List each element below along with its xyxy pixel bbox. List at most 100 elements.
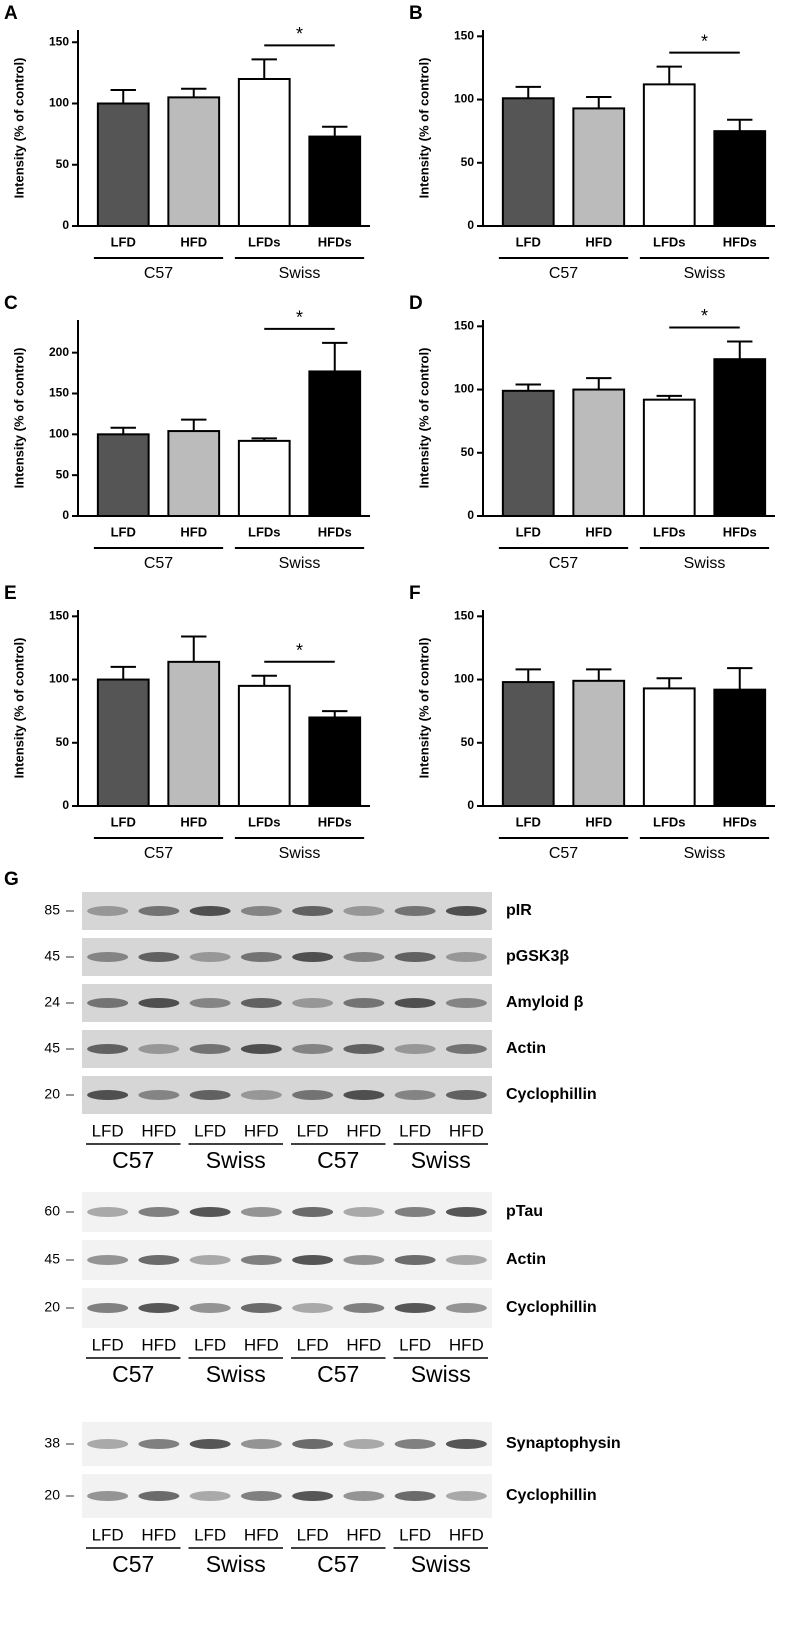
significance-label: * [701,306,708,326]
protein-label: pTau [506,1203,543,1220]
bar [572,107,626,227]
bar [237,78,291,227]
y-axis-label: Intensity (% of control) [416,638,431,779]
blot-band [292,906,334,916]
y-tick-label: 100 [49,427,69,441]
x-tick-label: HFDs [723,234,757,249]
blot-band [394,906,436,916]
y-tick-label: 0 [467,218,474,232]
panel-label: C [4,293,18,314]
blot-band [138,1090,180,1100]
blot-band [292,1255,334,1265]
bar [501,97,555,227]
protein-label: Synaptophysin [506,1435,621,1452]
blot-band [394,1044,436,1054]
lane-label: LFD [399,1121,431,1140]
blot-band [292,952,334,962]
bar [96,433,150,518]
blot-band [343,1439,385,1449]
blot-band [445,1207,487,1217]
blot-band [394,1491,436,1501]
x-tick-label: LFD [516,524,541,539]
blot-band [87,952,129,962]
lane-label: LFD [399,1335,431,1354]
blot-band [189,1439,231,1449]
bar [167,660,221,807]
y-tick-label: 0 [467,508,474,522]
protein-label: Actin [506,1040,546,1057]
panel-label: F [409,583,421,604]
lane-label: HFD [244,1335,279,1354]
lane-label: HFD [449,1121,484,1140]
group-label: Swiss [279,555,321,572]
blot-band [292,1303,334,1313]
lane-label: LFD [194,1525,226,1544]
marker-label: 45 [44,1251,60,1267]
group-label: Swiss [684,555,726,572]
marker-label: 85 [44,902,60,918]
blot-band [87,1439,129,1449]
x-tick-label: LFD [111,524,136,539]
x-tick-label: LFD [111,814,136,829]
group-label: C57 [317,1361,359,1387]
y-tick-label: 50 [56,157,70,171]
group-label: Swiss [279,845,321,862]
x-tick-label: HFDs [723,524,757,539]
lane-label: LFD [399,1525,431,1544]
blot-band [343,1303,385,1313]
blot-band [189,1090,231,1100]
y-tick-label: 100 [454,92,474,106]
blot-band [445,998,487,1008]
blot-band [138,952,180,962]
lane-label: LFD [92,1525,124,1544]
group-label: C57 [144,555,173,572]
blot-band [394,1439,436,1449]
bar [308,370,362,518]
y-tick-label: 0 [467,798,474,812]
blot-band [240,1439,282,1449]
group-label: C57 [144,845,173,862]
bar [167,96,221,227]
bar [237,439,291,517]
y-tick-label: 150 [49,34,69,48]
y-axis-label: Intensity (% of control) [11,638,26,779]
x-tick-label: LFD [516,234,541,249]
x-tick-label: HFDs [318,524,352,539]
blot-band [138,1303,180,1313]
protein-label: Cyclophillin [506,1299,597,1316]
group-label: Swiss [279,265,321,282]
y-tick-label: 0 [62,508,69,522]
blot-band [343,906,385,916]
lane-label: LFD [92,1121,124,1140]
y-tick-label: 200 [49,345,69,359]
x-tick-label: HFDs [723,814,757,829]
lane-label: HFD [141,1121,176,1140]
blot-band [394,1207,436,1217]
x-tick-label: HFDs [318,234,352,249]
blot-band [394,1255,436,1265]
y-tick-label: 50 [56,735,70,749]
bar [501,681,555,807]
x-tick-label: HFD [180,814,207,829]
y-tick-label: 150 [454,608,474,622]
blot-band [87,1044,129,1054]
blot-band [87,906,129,916]
significance-label: * [296,24,303,44]
bar [713,130,767,227]
protein-label: Cyclophillin [506,1086,597,1103]
group-label: Swiss [206,1551,266,1577]
x-tick-label: HFD [585,814,612,829]
blot-band [138,1044,180,1054]
blot-strip [82,1076,492,1114]
group-label: C57 [549,265,578,282]
group-label: Swiss [206,1147,266,1173]
bar [237,684,291,808]
bar [308,716,362,808]
blot-band [445,1090,487,1100]
blot-band [138,1439,180,1449]
blot-band [189,1255,231,1265]
blot-band [445,1303,487,1313]
bar [96,678,150,808]
blot-strip [82,1030,492,1068]
bar [96,102,150,227]
